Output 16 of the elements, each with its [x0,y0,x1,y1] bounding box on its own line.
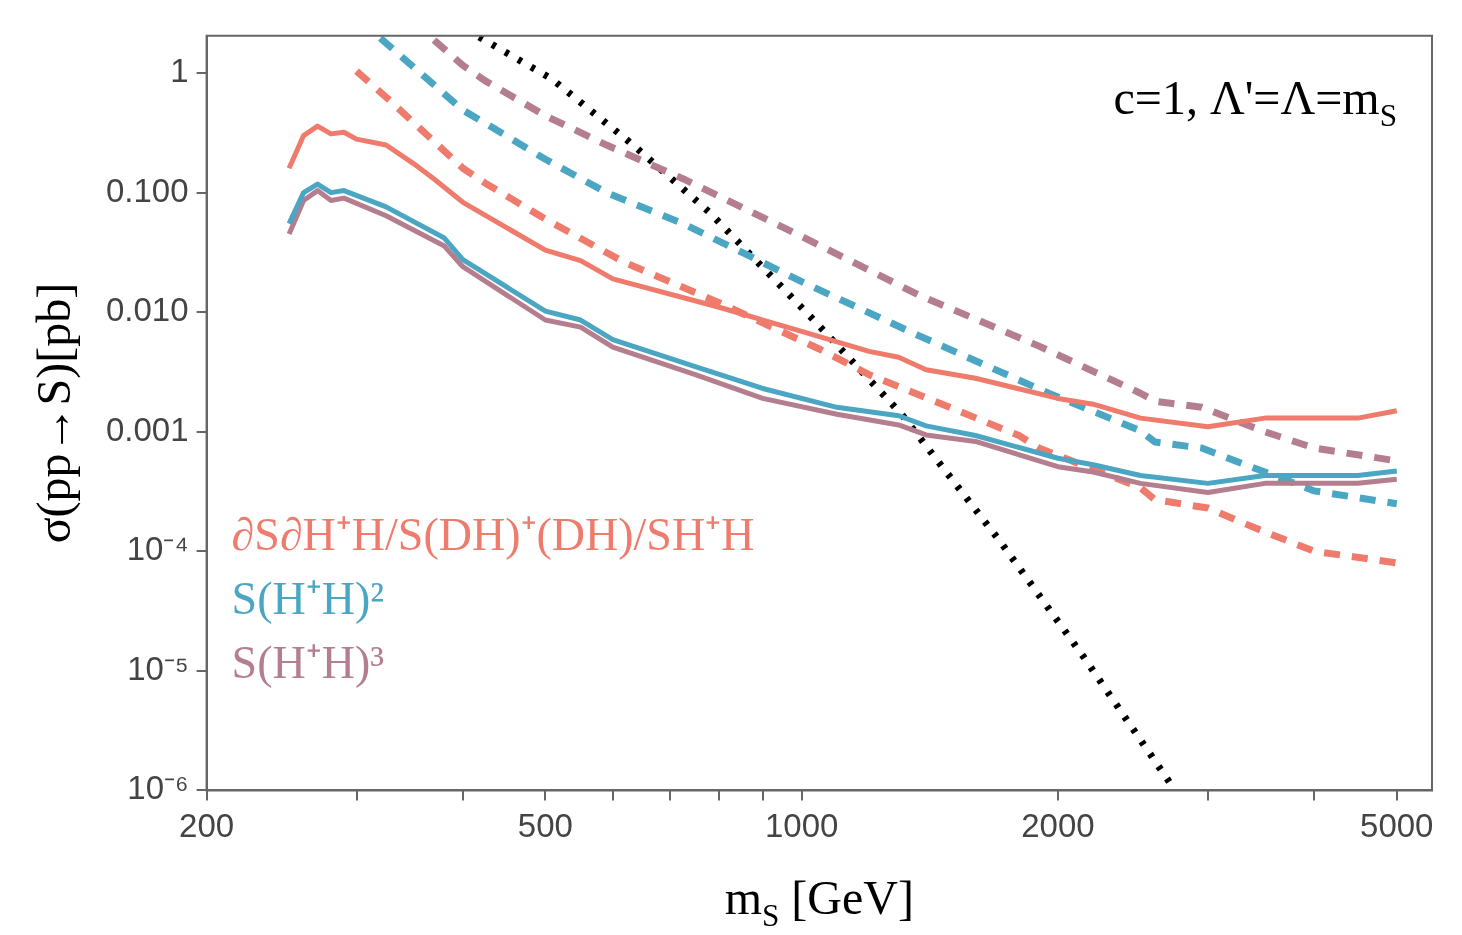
y-tick-label: 1 [170,52,189,90]
x-tick-label: 1000 [764,807,839,845]
x-tick-label: 200 [179,807,235,845]
text: S(H⁺H)³ [231,637,385,689]
y-tick-label: 0.001 [105,410,189,448]
x-tick-label: 2000 [1021,807,1095,845]
y-tick-label: 10⁻⁶ [127,769,189,807]
y-tick-label: 0.010 [105,291,189,329]
x-tick-label: 5000 [1360,807,1434,845]
y-tick-label: 10⁻⁴ [126,530,189,568]
y-tick-label: 0.100 [105,171,189,209]
y-axis-title: σ(pp→S)[pb] [27,282,81,544]
text: ∂S∂H⁺H/S(DH)⁺(DH)/SH⁺H [231,509,755,561]
y-tick-label: 10⁻⁵ [127,649,189,687]
text: S(H⁺H)² [231,573,385,625]
x-tick-label: 500 [517,807,573,845]
